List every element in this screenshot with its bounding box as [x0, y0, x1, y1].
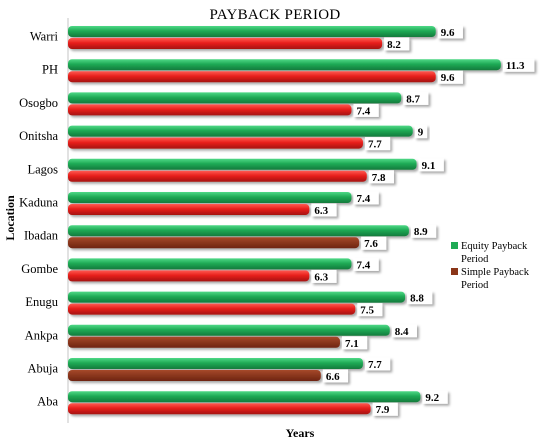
legend: Equity Payback Period Simple Payback Per…	[451, 241, 532, 291]
simple-bar-ph	[68, 71, 436, 83]
value-box-equity-ibadan	[410, 224, 437, 238]
value-label-equity-ph: 11.3	[506, 60, 525, 72]
equity-bar-enugu	[68, 291, 406, 303]
value-box-equity-warri	[437, 25, 463, 39]
equity-bar-lagos	[68, 158, 417, 170]
equity-bar-kaduna	[68, 192, 352, 203]
value-label-equity-gombe: 7.4	[356, 259, 370, 271]
value-box-simple-warri	[384, 37, 410, 51]
value-box-equity-osogbo	[403, 91, 429, 105]
simple-bar-aba	[68, 403, 371, 415]
category-label-lagos: Lagos	[27, 162, 58, 176]
category-label-enugu: Enugu	[25, 295, 58, 309]
simple-bar-abuja	[68, 370, 321, 381]
equity-bar-osogbo	[68, 92, 402, 104]
value-label-equity-osogbo: 8.7	[406, 93, 420, 105]
simple-bar-kaduna	[68, 204, 310, 215]
equity-bar-ph	[68, 59, 501, 71]
legend-swatch-equity	[451, 242, 458, 249]
simple-bar-ankpa	[68, 336, 340, 348]
value-label-equity-ibadan: 8.9	[414, 226, 428, 238]
simple-bar-enugu	[68, 303, 356, 315]
value-box-equity-aba	[422, 390, 448, 404]
value-label-equity-ankpa: 8.4	[395, 326, 409, 338]
value-label-equity-enugu: 8.8	[410, 293, 424, 305]
equity-bar-gombe	[68, 258, 352, 270]
value-label-simple-kaduna: 6.3	[314, 205, 328, 217]
value-label-simple-onitsha: 7.7	[368, 139, 382, 151]
category-label-gombe: Gombe	[21, 262, 58, 276]
legend-label-equity: Equity Payback Period	[461, 241, 530, 265]
value-box-simple-onitsha	[364, 137, 391, 151]
equity-bar-ibadan	[68, 225, 409, 237]
category-label-osogbo: Osogbo	[19, 96, 58, 110]
simple-bar-gombe	[68, 270, 310, 282]
category-label-warri: Warri	[30, 30, 59, 44]
value-box-equity-ankpa	[391, 324, 417, 338]
value-box-simple-aba	[372, 402, 398, 416]
simple-bar-osogbo	[68, 104, 352, 116]
value-box-equity-enugu	[407, 291, 433, 305]
bar-group	[68, 26, 501, 415]
value-label-simple-abuja: 6.6	[326, 371, 340, 383]
category-label-abuja: Abuja	[27, 362, 58, 376]
value-box-simple-gombe	[311, 269, 337, 283]
category-label-ibadan: Ibadan	[24, 229, 59, 243]
category-label-ph: PH	[42, 63, 58, 77]
value-label-simple-enugu: 7.5	[360, 305, 374, 317]
simple-bar-ibadan	[68, 237, 360, 249]
value-label-simple-ankpa: 7.1	[345, 338, 359, 350]
value-label-simple-osogbo: 7.4	[356, 105, 370, 117]
value-label-simple-gombe: 6.3	[314, 271, 328, 283]
value-label-equity-kaduna: 7.4	[356, 193, 370, 205]
value-box-equity-abuja	[364, 357, 391, 371]
value-label-simple-ibadan: 7.6	[364, 238, 378, 250]
legend-swatch-simple	[451, 268, 458, 275]
legend-label-simple: Simple Payback Period	[461, 267, 532, 291]
category-label-ankpa: Ankpa	[25, 328, 59, 342]
chart-title: PAYBACK PERIOD	[209, 7, 340, 23]
value-label-equity-aba: 9.2	[425, 392, 439, 404]
value-label-simple-aba: 7.9	[376, 404, 390, 416]
value-box-simple-ph	[437, 70, 463, 84]
equity-bar-aba	[68, 391, 421, 403]
value-label-equity-warri: 9.6	[441, 27, 455, 39]
simple-bar-onitsha	[68, 137, 363, 149]
value-label-simple-warri: 8.2	[387, 39, 401, 51]
category-labels: Warri PH Osogbo Onitsha Lagos Kaduna Ibadan Gom…	[19, 30, 59, 409]
value-box-equity-kaduna	[353, 191, 379, 205]
value-box-equity-gombe	[353, 257, 379, 271]
equity-bar-abuja	[68, 358, 363, 369]
equity-bar-warri	[68, 26, 436, 37]
value-box-simple-abuja	[322, 369, 349, 383]
value-label-equity-onitsha: 9	[418, 127, 424, 139]
y-axis-title: Location	[3, 195, 17, 241]
category-label-aba: Aba	[37, 395, 58, 409]
value-labels: 9.68.211.39.68.77.497.79.17.87.46.38.97.…	[311, 25, 535, 416]
value-box-simple-osogbo	[353, 103, 379, 117]
value-box-simple-ankpa	[341, 336, 368, 350]
value-label-equity-abuja: 7.7	[368, 359, 382, 371]
x-axis-title: Years	[286, 426, 315, 440]
equity-bar-ankpa	[68, 324, 390, 336]
value-box-simple-kaduna	[311, 203, 337, 217]
value-box-equity-onitsha	[414, 125, 428, 139]
value-label-simple-lagos: 7.8	[372, 172, 386, 184]
value-box-simple-ibadan	[361, 236, 387, 250]
equity-bar-onitsha	[68, 125, 413, 137]
simple-bar-warri	[68, 38, 383, 49]
category-label-kaduna: Kaduna	[19, 196, 58, 210]
value-box-equity-ph	[502, 58, 535, 72]
simple-bar-lagos	[68, 170, 367, 182]
value-box-simple-lagos	[368, 170, 394, 184]
value-label-equity-lagos: 9.1	[422, 160, 436, 172]
value-box-simple-enugu	[357, 303, 383, 317]
category-label-onitsha: Onitsha	[19, 129, 58, 143]
value-box-equity-lagos	[418, 158, 444, 172]
value-label-simple-ph: 9.6	[441, 72, 455, 84]
